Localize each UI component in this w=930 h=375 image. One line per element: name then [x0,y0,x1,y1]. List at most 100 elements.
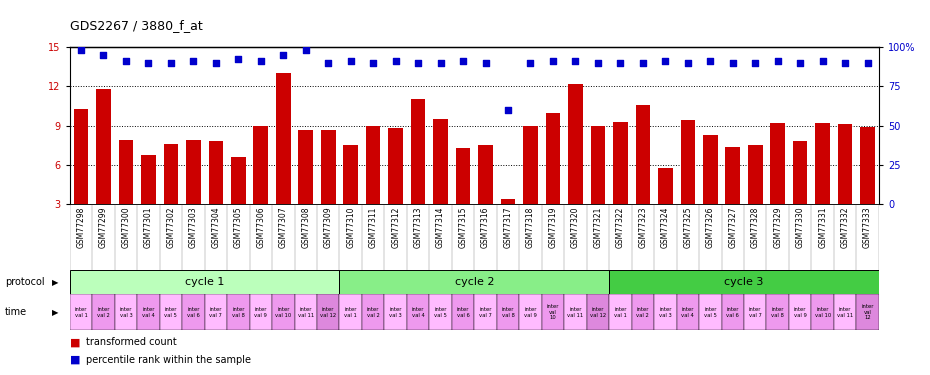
Bar [295,294,317,330]
Point [186,58,201,64]
Bar [834,294,857,330]
Bar [681,120,695,204]
Bar [452,294,474,330]
Bar [160,294,182,330]
Text: inter
val 10: inter val 10 [275,307,291,318]
Bar [321,130,336,204]
Text: GSM77319: GSM77319 [549,206,557,248]
Text: GSM77310: GSM77310 [346,206,355,248]
Bar [138,294,160,330]
Text: GSM77332: GSM77332 [841,206,850,248]
Point [388,58,403,64]
Bar [500,199,515,204]
Bar [609,294,631,330]
Text: inter
val 5: inter val 5 [165,307,178,318]
Text: inter
val 12: inter val 12 [320,307,337,318]
Text: GSM77333: GSM77333 [863,206,872,248]
Bar [430,294,452,330]
Text: inter
val 9: inter val 9 [793,307,806,318]
Bar [389,128,403,204]
Bar [362,294,384,330]
Text: GSM77298: GSM77298 [76,206,86,248]
Point [141,60,156,66]
Text: GSM77325: GSM77325 [684,206,692,248]
Point [253,58,268,64]
Bar [141,154,155,204]
Bar [365,126,380,204]
Text: GSM77302: GSM77302 [166,206,176,248]
Bar [249,294,272,330]
Text: GSM77317: GSM77317 [503,206,512,248]
Text: GSM77299: GSM77299 [99,206,108,248]
Bar [70,294,92,330]
Bar [339,294,362,330]
Bar [186,140,201,204]
Text: inter
val 3: inter val 3 [120,307,132,318]
Bar [565,294,587,330]
Bar [524,126,538,204]
Text: inter
val 9: inter val 9 [254,307,267,318]
Bar [816,123,830,204]
Bar [789,294,811,330]
Bar [276,73,290,204]
Bar [748,146,763,204]
Text: inter
val 10: inter val 10 [815,307,830,318]
Point [365,60,380,66]
Text: ▶: ▶ [52,308,59,316]
Bar [857,294,879,330]
Text: inter
val 7: inter val 7 [479,307,492,318]
Text: inter
val 5: inter val 5 [434,307,447,318]
Bar [474,294,497,330]
Point [73,47,88,53]
Bar [299,130,313,204]
Bar [478,146,493,204]
Bar [343,146,358,204]
Text: cycle 1: cycle 1 [185,277,224,287]
Bar [339,270,609,294]
Text: inter
val 11: inter val 11 [567,307,583,318]
Bar [591,126,605,204]
Text: GSM77324: GSM77324 [661,206,670,248]
Bar [205,294,227,330]
Text: inter
val 11: inter val 11 [298,307,313,318]
Text: protocol: protocol [5,277,45,287]
Text: GSM77304: GSM77304 [211,206,220,248]
Text: GSM77308: GSM77308 [301,206,311,248]
Bar [676,294,699,330]
Text: inter
val 12: inter val 12 [590,307,606,318]
Bar [164,144,179,204]
Text: GSM77300: GSM77300 [122,206,130,248]
Bar [519,294,541,330]
Text: inter
val 7: inter val 7 [209,307,222,318]
Text: GSM77316: GSM77316 [481,206,490,248]
Text: GSM77318: GSM77318 [526,206,535,248]
Text: inter
val 4: inter val 4 [412,307,425,318]
Point [658,58,672,64]
Text: inter
val 2: inter val 2 [366,307,379,318]
Bar [635,105,650,204]
Point [770,58,785,64]
Bar [631,294,654,330]
Text: GSM77320: GSM77320 [571,206,580,248]
Text: inter
val 8: inter val 8 [771,307,784,318]
Text: inter
val 4: inter val 4 [682,307,695,318]
Text: inter
val 2: inter val 2 [636,307,649,318]
Text: GSM77315: GSM77315 [458,206,468,248]
Point [478,60,493,66]
Bar [96,89,111,204]
Bar [114,294,137,330]
Bar [568,84,583,204]
Text: GSM77326: GSM77326 [706,206,715,248]
Text: inter
val 1: inter val 1 [74,307,87,318]
Text: GSM77311: GSM77311 [368,206,378,248]
Text: ■: ■ [70,338,80,347]
Point [860,60,875,66]
Bar [703,135,718,204]
Bar [838,124,853,204]
Point [523,60,538,66]
Bar [744,294,766,330]
Text: inter
val 1: inter val 1 [344,307,357,318]
Text: inter
val 8: inter val 8 [501,307,514,318]
Point [299,47,313,53]
Text: inter
val 6: inter val 6 [726,307,739,318]
